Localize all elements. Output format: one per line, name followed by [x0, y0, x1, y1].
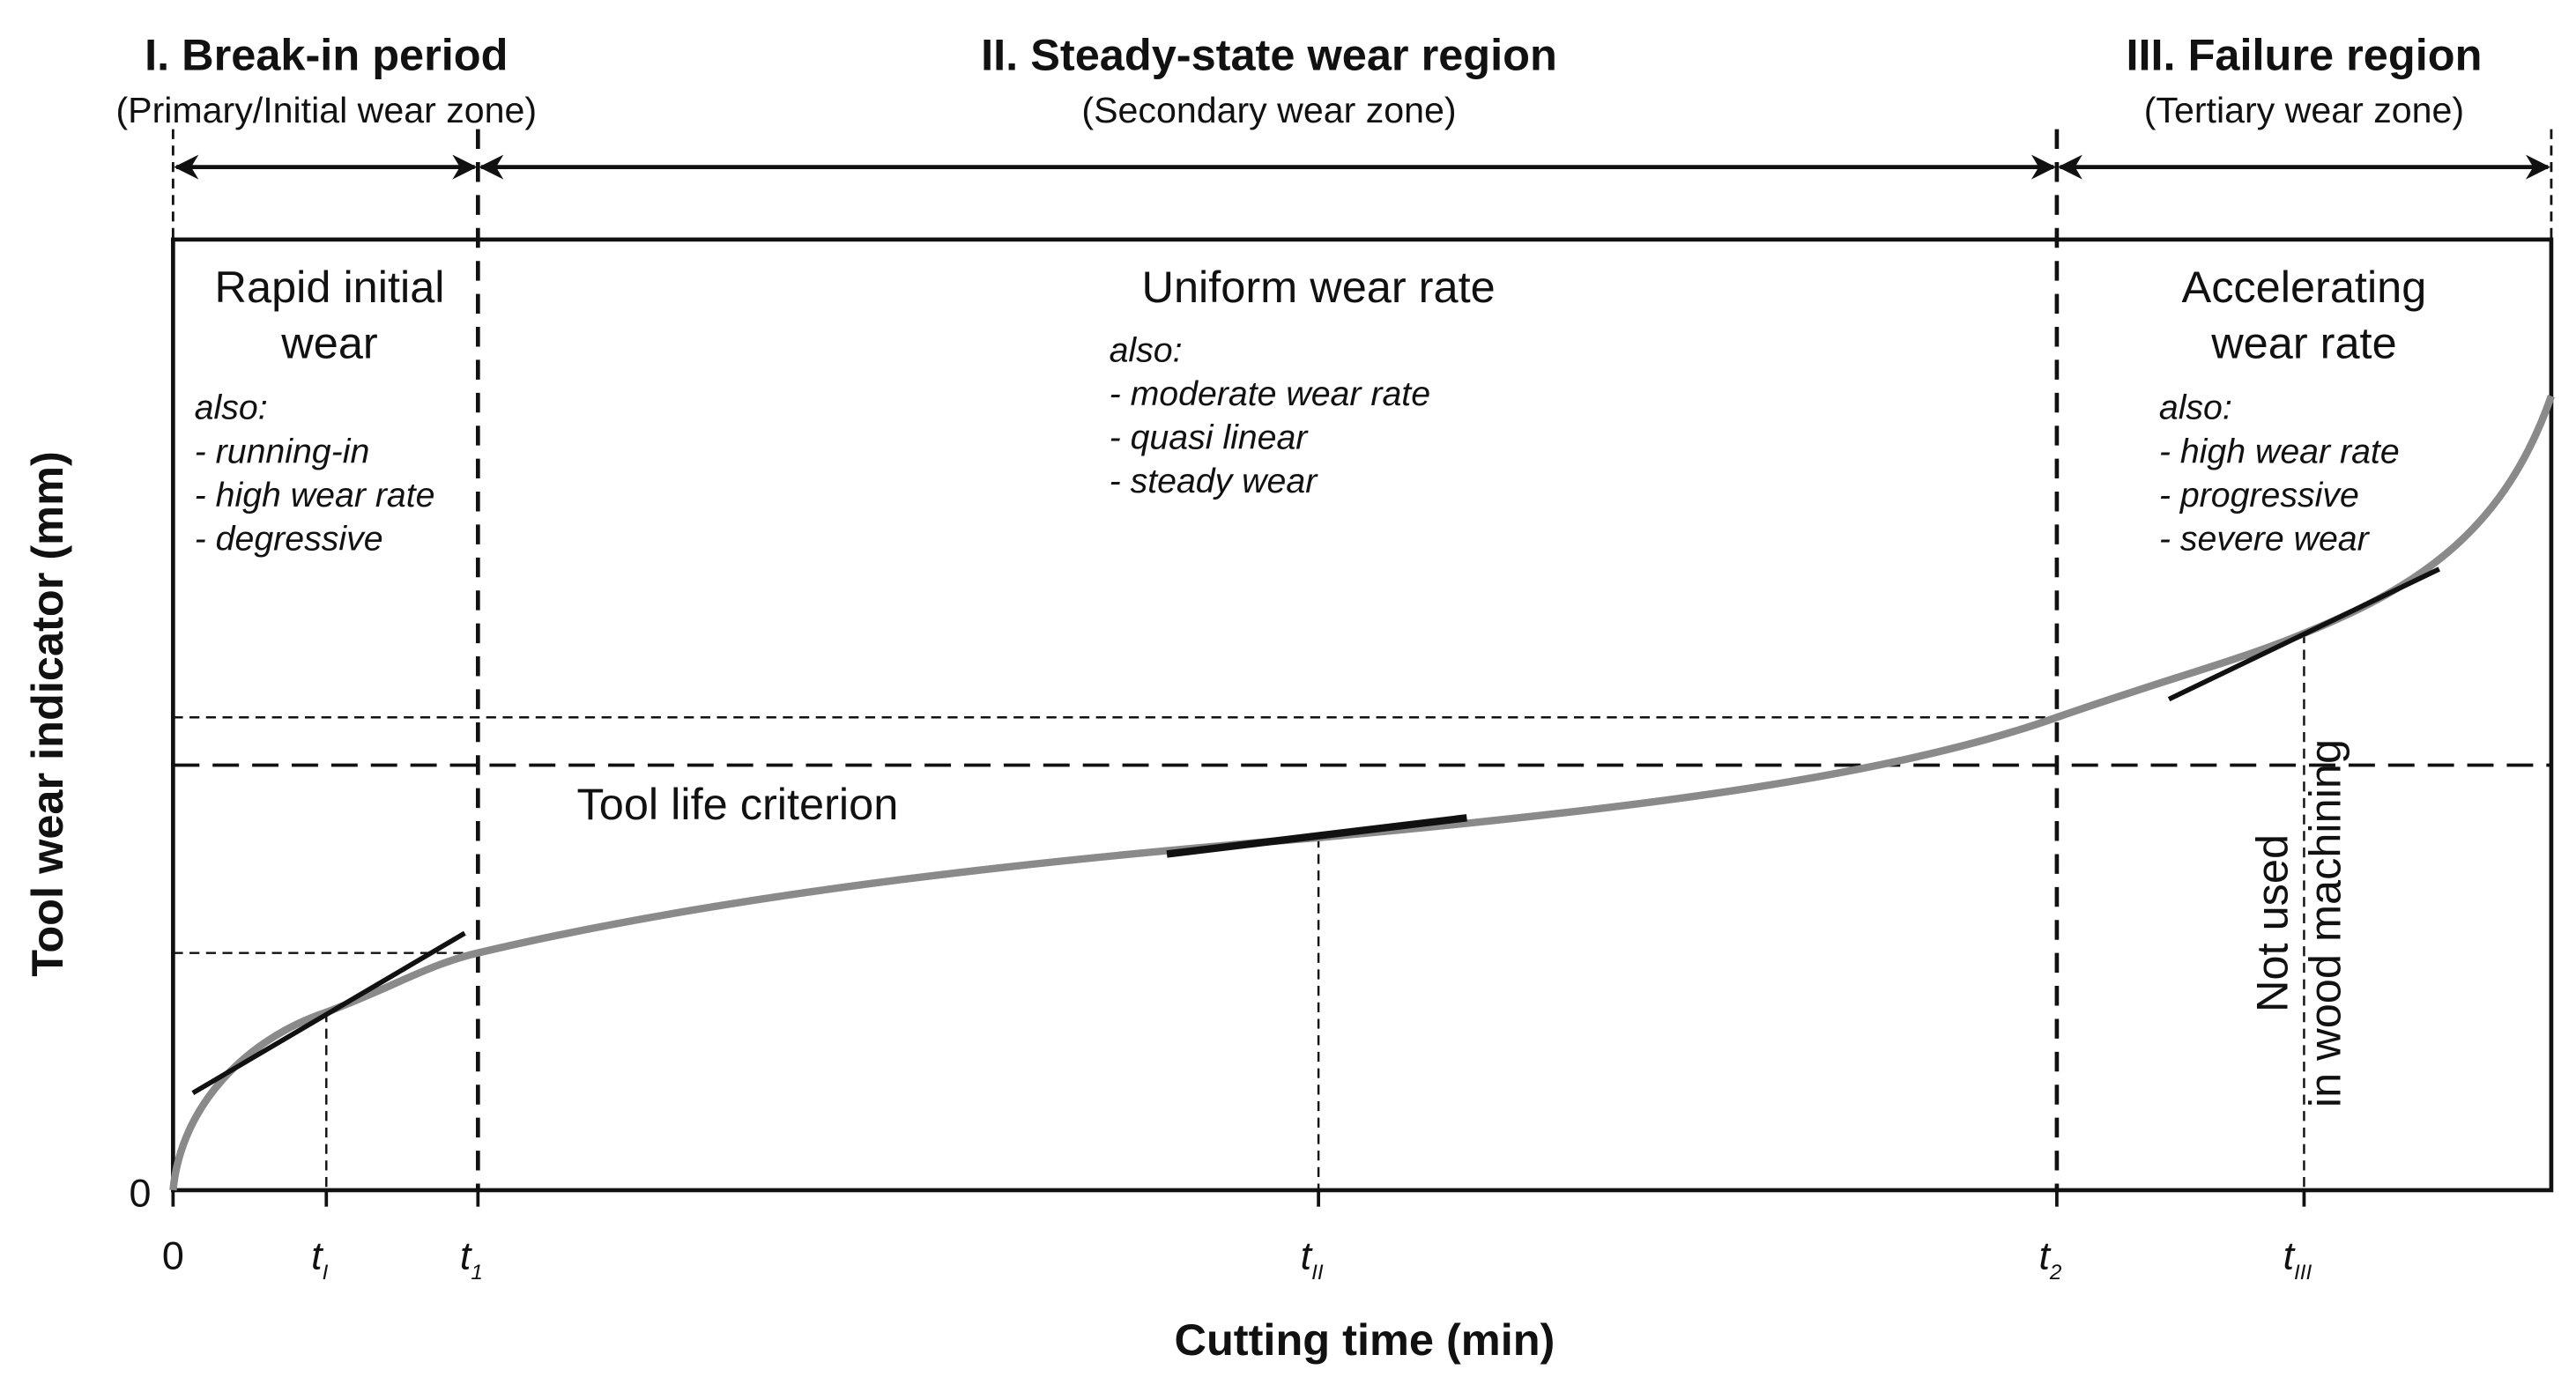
- annotation: Not used in wood machining: [2247, 739, 2350, 1107]
- region-title: III. Failure region: [2126, 29, 2482, 79]
- region-title: II. Steady-state wear region: [981, 29, 1557, 79]
- tangent: [1166, 814, 1467, 858]
- x-mark-sub: I: [323, 1261, 329, 1284]
- region-note: - quasi linear: [1110, 418, 1310, 456]
- region-title: I. Break-in period: [145, 29, 508, 79]
- region-note: also:: [2159, 389, 2232, 427]
- criterion-label: Tool life criterion: [577, 779, 899, 829]
- region-subtitle: (Primary/Initial wear zone): [115, 90, 537, 130]
- x-axis-label: Cutting time (min): [1175, 1314, 1555, 1365]
- plot-frame: [171, 237, 2554, 1193]
- x-mark: tI: [311, 1233, 328, 1284]
- region-note: - progressive: [2159, 476, 2359, 515]
- region-heading: Uniform wear rate: [1141, 262, 1495, 312]
- region-subtitle: (Secondary wear zone): [1081, 90, 1456, 130]
- region-heading: Accelerating: [2182, 262, 2427, 312]
- x-mark: t2: [2038, 1233, 2061, 1284]
- x-mark-base: t: [460, 1233, 473, 1278]
- y-axis-label: Tool wear indicator (mm): [22, 451, 72, 977]
- x-mark: t1: [460, 1233, 483, 1284]
- region-note: - high wear rate: [2159, 432, 2400, 470]
- x-mark-sub: 2: [2049, 1261, 2062, 1284]
- region-note: - degressive: [195, 519, 383, 558]
- tangent: [2167, 566, 2440, 702]
- wear-curve: [169, 395, 2555, 1191]
- x-mark-base: t: [2283, 1233, 2297, 1278]
- region-note: - severe wear: [2159, 519, 2371, 558]
- x-mark-sub: II: [1311, 1261, 1324, 1284]
- y-origin: 0: [129, 1171, 151, 1216]
- region-heading: wear: [280, 318, 377, 368]
- region-subtitle: (Tertiary wear zone): [2144, 90, 2464, 130]
- region-note: - moderate wear rate: [1110, 374, 1430, 413]
- x-mark-base: t: [1301, 1233, 1314, 1278]
- x-origin: 0: [162, 1233, 184, 1278]
- x-mark: tIII: [2283, 1233, 2312, 1284]
- tangent: [191, 930, 466, 1096]
- region-heading: wear rate: [2210, 318, 2396, 368]
- annotation-line: in wood machining: [2300, 739, 2350, 1107]
- region-note: also:: [195, 389, 268, 427]
- x-mark-sub: III: [2294, 1261, 2312, 1284]
- x-mark-sub: 1: [471, 1261, 483, 1284]
- annotation-line: Not used: [2247, 834, 2298, 1012]
- x-mark: tII: [1301, 1233, 1324, 1284]
- x-mark-base: t: [2038, 1233, 2052, 1278]
- region-heading: Rapid initial: [215, 262, 445, 312]
- x-mark-base: t: [311, 1233, 324, 1278]
- region-note: - running-in: [195, 432, 370, 470]
- region-note: - steady wear: [1110, 462, 1319, 500]
- region-note: - high wear rate: [195, 476, 435, 515]
- region-note: also:: [1110, 330, 1183, 369]
